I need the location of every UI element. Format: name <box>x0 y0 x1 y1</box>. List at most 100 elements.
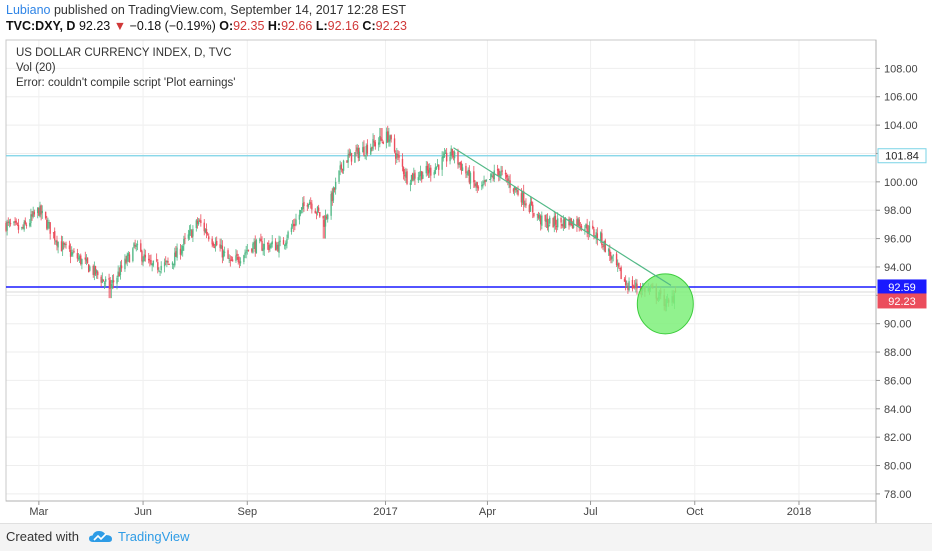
candle-body <box>524 204 526 206</box>
price-labels: 101.84 92.59 92.23 <box>877 148 927 309</box>
candle-body <box>229 259 231 261</box>
candle-body <box>16 223 19 225</box>
candle-body <box>627 286 629 290</box>
candle-body <box>302 203 304 209</box>
time-tick-label: Apr <box>479 506 496 518</box>
candle-body <box>402 167 405 175</box>
time-axis[interactable]: Mar Jun Sep 2017 Apr Jul Oct 2018 <box>29 501 811 518</box>
candle-body <box>584 228 586 231</box>
candle-body <box>409 182 412 185</box>
candle-body <box>350 153 353 162</box>
candle-body <box>54 231 56 241</box>
candle-body <box>271 241 273 245</box>
candle-body <box>143 254 145 262</box>
candle-body <box>322 215 324 219</box>
candle-body <box>331 192 333 202</box>
candle-body <box>370 147 372 155</box>
candle-body <box>197 221 200 225</box>
candle-body <box>426 165 429 171</box>
downtrend-line[interactable] <box>453 147 672 286</box>
candle-body <box>262 248 264 251</box>
candle-body <box>595 232 597 239</box>
candle-body <box>221 245 224 258</box>
candle-body <box>530 201 533 206</box>
highlight-circle[interactable] <box>636 273 694 335</box>
candle-body <box>410 175 413 183</box>
time-tick-label: Sep <box>238 506 258 518</box>
candle-body <box>564 218 567 229</box>
candle-body <box>111 280 114 283</box>
candle-body <box>441 157 443 170</box>
candle-body <box>222 250 225 258</box>
candle-body <box>492 175 494 179</box>
candle-body <box>238 261 241 263</box>
candle-body <box>506 174 508 178</box>
candle-body <box>6 221 8 231</box>
candle-body <box>41 210 43 214</box>
candle-body <box>274 241 277 251</box>
candle-body <box>457 151 459 165</box>
candle-body <box>283 244 286 247</box>
time-tick-label: 2018 <box>787 506 811 518</box>
candle-body <box>81 259 83 265</box>
candle-body <box>236 253 238 256</box>
candle-body <box>340 164 343 170</box>
candle-body <box>529 201 532 212</box>
candle-body <box>342 160 345 171</box>
candle-body <box>57 241 59 248</box>
candle-body <box>13 221 15 223</box>
candle-body <box>127 253 130 257</box>
candle-body <box>617 263 619 266</box>
candle-body <box>199 220 201 222</box>
candle-body <box>381 139 383 141</box>
price-tick-label: 90.00 <box>884 319 912 331</box>
candle-body <box>30 214 32 224</box>
candle-body <box>489 179 491 181</box>
candlestick-series <box>5 125 677 312</box>
candle-body <box>522 191 525 205</box>
candle-body <box>282 240 285 245</box>
candle-body <box>151 263 153 266</box>
candle-body <box>405 172 407 178</box>
candle-body <box>89 266 91 271</box>
candle-body <box>341 168 344 171</box>
candle-body <box>631 279 634 289</box>
candle-body <box>366 144 369 154</box>
candle-body <box>419 171 422 177</box>
candle-body <box>270 243 272 248</box>
candle-body <box>382 142 384 144</box>
candle-body <box>87 264 90 273</box>
time-tick-label: 2017 <box>373 506 397 518</box>
candle-body <box>411 173 414 180</box>
candle-body <box>451 148 454 156</box>
candle-body <box>515 187 517 191</box>
last-price: 92.23 <box>78 19 111 33</box>
candle-body <box>568 218 570 226</box>
candle-body <box>433 172 435 175</box>
candle-body <box>311 203 313 210</box>
candle-body <box>364 155 366 157</box>
candle-body <box>208 236 210 240</box>
candle-body <box>443 153 446 158</box>
candle-body <box>32 211 34 217</box>
tradingview-brand-link[interactable]: TradingView <box>118 529 190 544</box>
chart-area[interactable]: 78.0080.0082.0084.0086.0088.0090.0092.00… <box>0 36 932 523</box>
time-tick-label: Mar <box>29 506 48 518</box>
author-link[interactable]: Lubiano <box>6 3 51 17</box>
candle-body <box>109 280 111 289</box>
candle-body <box>291 225 294 227</box>
candle-body <box>68 245 71 250</box>
candle-body <box>64 244 66 246</box>
candle-body <box>438 164 440 170</box>
candle-body <box>132 248 134 262</box>
candle-body <box>73 251 75 253</box>
candle-body <box>24 220 26 225</box>
candle-body <box>533 212 535 217</box>
candle-body <box>38 208 40 216</box>
candle-body <box>493 170 495 180</box>
candle-body <box>125 259 127 263</box>
candle-body <box>528 205 531 212</box>
tradingview-logo-icon <box>89 531 112 542</box>
grid <box>6 40 876 501</box>
candle-body <box>195 220 198 228</box>
